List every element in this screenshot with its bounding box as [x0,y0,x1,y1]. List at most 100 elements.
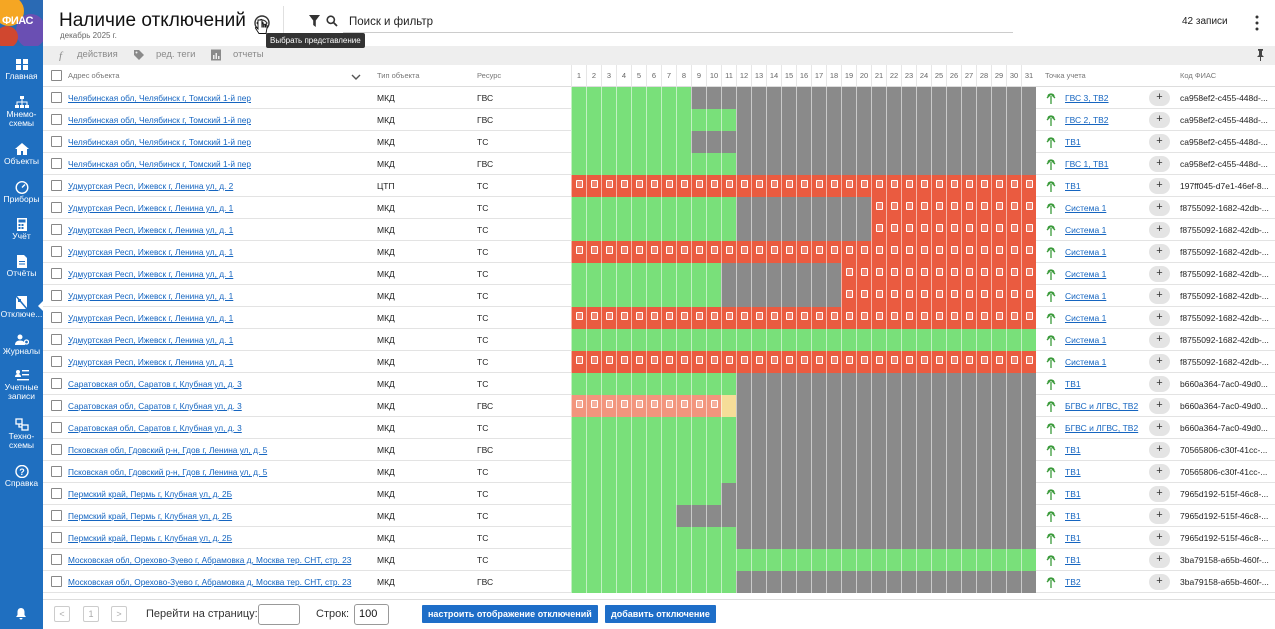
day-cell[interactable] [916,241,931,263]
day-cell[interactable] [961,285,976,307]
day-cell[interactable] [811,175,826,197]
day-cell[interactable] [886,571,901,593]
day-cell[interactable] [586,153,601,175]
day-cell[interactable] [571,153,586,175]
day-cell[interactable] [706,219,721,241]
day-cell[interactable] [991,373,1006,395]
day-cell[interactable] [676,505,691,527]
day-cell[interactable] [961,351,976,373]
day-cell[interactable] [871,197,886,219]
row-checkbox[interactable] [51,246,62,257]
day-cell[interactable] [721,351,736,373]
day-cell[interactable] [706,263,721,285]
address-link[interactable]: Удмуртская Респ, Ижевск г, Ленина ул, д.… [68,357,234,367]
day-cell[interactable] [646,153,661,175]
day-cell[interactable] [601,109,616,131]
day-cell[interactable] [766,175,781,197]
day-cell[interactable] [991,307,1006,329]
day-cell[interactable] [721,417,736,439]
day-cell[interactable] [646,373,661,395]
prev-page-button[interactable]: < [54,606,70,622]
day-cell[interactable] [781,307,796,329]
day-cell[interactable] [811,153,826,175]
chevron-down-icon[interactable] [351,74,361,80]
meter-point-link[interactable]: ТВ1 [1065,555,1081,565]
day-cell[interactable] [976,439,991,461]
day-cell[interactable] [661,395,676,417]
day-cell[interactable] [856,439,871,461]
day-cell[interactable] [841,109,856,131]
day-cell[interactable] [1021,219,1036,241]
day-cell[interactable] [766,571,781,593]
address-link[interactable]: Саратовская обл, Саратов г, Клубная ул, … [68,379,242,389]
day-cell[interactable] [1006,197,1021,219]
day-cell[interactable] [631,307,646,329]
day-cell[interactable] [931,109,946,131]
meter-point-link[interactable]: ТВ1 [1065,379,1081,389]
day-cell[interactable] [931,307,946,329]
day-cell[interactable] [601,285,616,307]
day-cell[interactable] [1006,505,1021,527]
day-cell[interactable] [571,461,586,483]
day-cell[interactable] [586,483,601,505]
day-cell[interactable] [916,395,931,417]
day-cell[interactable] [736,241,751,263]
day-cell[interactable] [976,263,991,285]
day-cell[interactable] [586,175,601,197]
day-cell[interactable] [766,109,781,131]
day-cell[interactable] [751,351,766,373]
day-cell[interactable] [796,329,811,351]
row-checkbox[interactable] [51,158,62,169]
day-cell[interactable] [691,285,706,307]
add-outage-button[interactable]: добавить отключение [605,605,716,623]
day-cell[interactable] [751,285,766,307]
day-cell[interactable] [706,505,721,527]
col-address[interactable]: Адрес объекта [68,71,120,80]
day-cell[interactable] [676,417,691,439]
day-cell[interactable] [751,439,766,461]
day-cell[interactable] [841,175,856,197]
day-cell[interactable] [616,307,631,329]
day-cell[interactable] [871,439,886,461]
day-cell[interactable] [886,329,901,351]
address-link[interactable]: Пермский край, Пермь г, Клубная ул, д. 2… [68,489,233,499]
day-cell[interactable] [571,329,586,351]
day-cell[interactable] [616,439,631,461]
day-cell[interactable] [991,571,1006,593]
day-cell[interactable] [766,263,781,285]
meter-point-link[interactable]: Система 1 [1065,335,1107,345]
day-cell[interactable] [856,263,871,285]
day-cell[interactable] [961,329,976,351]
day-cell[interactable] [811,549,826,571]
day-cell[interactable] [631,549,646,571]
day-cell[interactable] [1021,153,1036,175]
day-cell[interactable] [841,505,856,527]
day-cell[interactable] [781,505,796,527]
day-cell[interactable] [691,109,706,131]
day-cell[interactable] [691,527,706,549]
address-link[interactable]: Пермский край, Пермь г, Клубная ул, д. 2… [68,533,233,543]
day-cell[interactable] [856,87,871,109]
filter-icon[interactable] [309,15,320,27]
day-cell[interactable] [946,527,961,549]
day-cell[interactable] [646,483,661,505]
day-cell[interactable] [766,373,781,395]
day-cell[interactable] [691,219,706,241]
day-cell[interactable] [841,549,856,571]
day-cell[interactable] [991,109,1006,131]
day-cell[interactable] [871,549,886,571]
add-button[interactable]: + [1149,178,1170,194]
day-cell[interactable] [796,439,811,461]
day-cell[interactable] [751,395,766,417]
day-cell[interactable] [661,131,676,153]
day-cell[interactable] [961,241,976,263]
day-cell[interactable] [916,329,931,351]
day-cell[interactable] [676,87,691,109]
day-cell[interactable] [841,373,856,395]
day-cell[interactable] [991,395,1006,417]
day-cell[interactable] [931,527,946,549]
day-cell[interactable] [961,527,976,549]
address-link[interactable]: Удмуртская Респ, Ижевск г, Ленина ул, д.… [68,291,234,301]
day-cell[interactable] [781,197,796,219]
day-cell[interactable] [661,439,676,461]
